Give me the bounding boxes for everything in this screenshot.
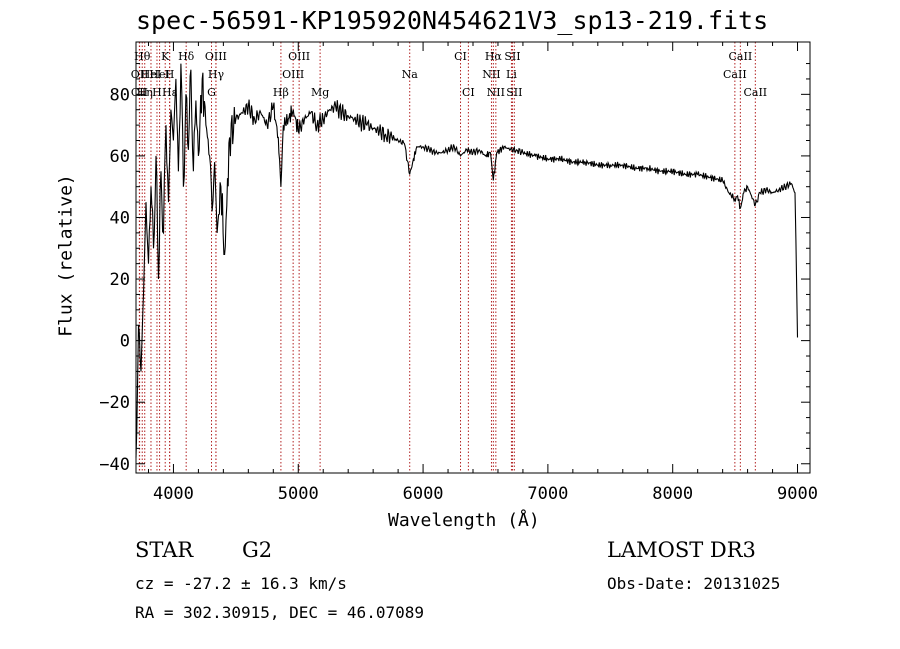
line-marker-label-2: Hθ bbox=[134, 50, 151, 63]
y-tick-label-0: −40 bbox=[99, 455, 130, 475]
line-marker-label-16: OIII bbox=[288, 50, 310, 63]
line-marker-label-14: Hβ bbox=[273, 86, 289, 99]
y-tick-label-3: 20 bbox=[110, 270, 130, 290]
y-axis-label: Flux (relative) bbox=[55, 174, 77, 337]
y-tick-label-5: 60 bbox=[110, 147, 130, 167]
line-marker-label-12: Hγ bbox=[208, 68, 225, 81]
flux-series-line bbox=[135, 63, 799, 458]
object-subclass: G2 bbox=[242, 538, 273, 562]
x-tick-label-4: 8000 bbox=[652, 484, 693, 504]
x-tick-label-2: 6000 bbox=[403, 484, 444, 504]
x-tick-label-1: 5000 bbox=[278, 484, 319, 504]
y-tick-label-4: 40 bbox=[110, 208, 130, 228]
line-marker-label-21: Hα bbox=[485, 50, 503, 63]
redshift-cz: cz = -27.2 ± 16.3 km/s bbox=[135, 574, 347, 593]
line-marker-label-22: NII bbox=[482, 68, 500, 81]
line-marker-label-25: Li bbox=[506, 68, 517, 81]
chart-title: spec-56591-KP195920N454621V3_sp13-219.fi… bbox=[136, 6, 769, 35]
line-marker-label-19: CI bbox=[454, 50, 467, 63]
object-class: STAR bbox=[135, 538, 194, 562]
x-axis-label: Wavelength (Å) bbox=[388, 510, 540, 531]
plot-frame bbox=[135, 41, 811, 474]
line-marker-label-29: CaII bbox=[743, 86, 767, 99]
x-tick-label-5: 9000 bbox=[777, 484, 818, 504]
line-marker-label-15: OIII bbox=[282, 68, 304, 81]
line-marker-label-24: SII bbox=[504, 50, 520, 63]
ra-dec: RA = 302.30915, DEC = 46.07089 bbox=[135, 603, 424, 622]
survey-name: LAMOST DR3 bbox=[607, 538, 756, 562]
line-marker-label-8: H bbox=[165, 68, 175, 81]
line-marker-label-13: G bbox=[207, 86, 216, 99]
line-marker-label-23: NII bbox=[487, 86, 505, 99]
line-marker-label-11: OIII bbox=[205, 50, 227, 63]
line-marker-label-9: Hε bbox=[162, 86, 178, 99]
line-marker-label-28: CaII bbox=[729, 50, 753, 63]
line-marker-label-6: K bbox=[161, 50, 170, 63]
observation-date: Obs-Date: 20131025 bbox=[607, 574, 781, 593]
line-marker-label-0: CII bbox=[131, 86, 148, 99]
line-marker-label-3: Hη bbox=[137, 86, 153, 99]
line-marker-label-1: OII bbox=[131, 68, 149, 81]
line-marker-label-4: HeI bbox=[141, 68, 161, 81]
line-marker-label-18: Na bbox=[402, 68, 419, 81]
line-markers bbox=[138, 42, 756, 473]
line-marker-label-7: HeI bbox=[149, 68, 169, 81]
x-tick-label-3: 7000 bbox=[527, 484, 568, 504]
line-marker-label-17: Mg bbox=[311, 86, 329, 99]
axis-ticks bbox=[136, 42, 810, 473]
line-marker-label-5: H bbox=[152, 86, 162, 99]
tick-labels: 4000 5000 6000 7000 8000 9000 −40 −20 0 20 40 60 80 bbox=[99, 85, 818, 504]
y-tick-label-1: −20 bbox=[99, 393, 130, 413]
line-marker-label-10: Hδ bbox=[178, 50, 195, 63]
line-marker-label-26: SII bbox=[506, 86, 522, 99]
line-marker-label-27: CaII bbox=[723, 68, 747, 81]
y-tick-label-6: 80 bbox=[110, 85, 130, 105]
line-marker-label-20: CI bbox=[462, 86, 475, 99]
y-tick-label-2: 0 bbox=[120, 332, 130, 352]
x-tick-label-0: 4000 bbox=[153, 484, 194, 504]
